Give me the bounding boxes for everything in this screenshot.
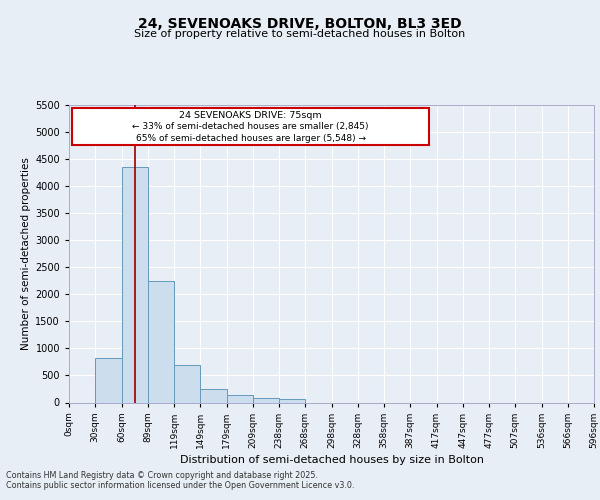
- Bar: [121, 167, 148, 402]
- Text: Size of property relative to semi-detached houses in Bolton: Size of property relative to semi-detach…: [134, 29, 466, 39]
- Bar: [253, 398, 279, 402]
- Y-axis label: Number of semi-detached properties: Number of semi-detached properties: [21, 158, 31, 350]
- Bar: [148, 282, 174, 403]
- Text: Contains public sector information licensed under the Open Government Licence v3: Contains public sector information licen…: [6, 482, 355, 490]
- Bar: [279, 398, 305, 402]
- Bar: [227, 396, 253, 402]
- X-axis label: Distribution of semi-detached houses by size in Bolton: Distribution of semi-detached houses by …: [179, 455, 484, 465]
- Bar: [200, 388, 227, 402]
- Text: 24, SEVENOAKS DRIVE, BOLTON, BL3 3ED: 24, SEVENOAKS DRIVE, BOLTON, BL3 3ED: [138, 18, 462, 32]
- Text: ← 33% of semi-detached houses are smaller (2,845): ← 33% of semi-detached houses are smalle…: [132, 122, 369, 132]
- Text: 24 SEVENOAKS DRIVE: 75sqm: 24 SEVENOAKS DRIVE: 75sqm: [179, 111, 322, 120]
- Text: 65% of semi-detached houses are larger (5,548) →: 65% of semi-detached houses are larger (…: [136, 134, 365, 143]
- Bar: [95, 358, 121, 403]
- Text: Contains HM Land Registry data © Crown copyright and database right 2025.: Contains HM Land Registry data © Crown c…: [6, 472, 318, 480]
- Bar: [174, 365, 200, 403]
